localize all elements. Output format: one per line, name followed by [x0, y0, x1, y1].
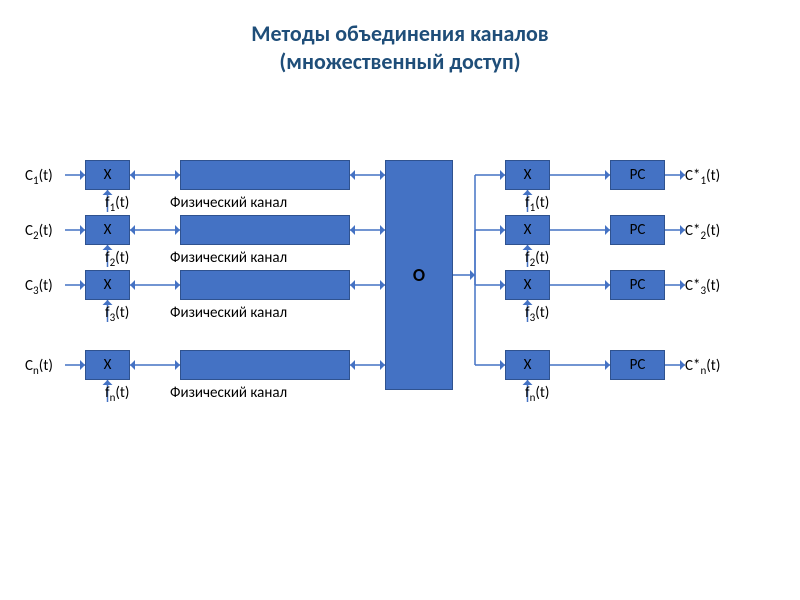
channel-label-0: Физический канал: [170, 194, 287, 212]
right-multiplier-box-1: X: [505, 215, 550, 245]
output-label-3: C*n(t): [685, 357, 720, 377]
output-label-0: C*1(t): [685, 167, 720, 187]
left-f-label-3: fn(t): [105, 384, 129, 404]
input-label-1: C2(t): [25, 222, 53, 242]
left-multiplier-box-0: X: [85, 160, 130, 190]
left-multiplier-box-3: X: [85, 350, 130, 380]
title-line2: (множественный доступ): [279, 48, 520, 75]
right-f-label-0: f1(t): [525, 194, 549, 214]
left-multiplier-box-1: X: [85, 215, 130, 245]
decision-box-0: РС: [610, 160, 665, 190]
decision-box-3: РС: [610, 350, 665, 380]
channel-box-3: [180, 350, 350, 380]
channel-label-2: Физический канал: [170, 304, 287, 322]
left-multiplier-box-2: X: [85, 270, 130, 300]
right-f-label-2: f3(t): [525, 304, 549, 324]
channel-label-3: Физический канал: [170, 384, 287, 402]
left-f-label-1: f2(t): [105, 249, 129, 269]
left-f-label-0: f1(t): [105, 194, 129, 214]
output-label-2: C*3(t): [685, 277, 720, 297]
channel-label-1: Физический канал: [170, 249, 287, 267]
input-label-3: Cn(t): [25, 357, 53, 377]
right-f-label-1: f2(t): [525, 249, 549, 269]
right-multiplier-box-3: X: [505, 350, 550, 380]
right-multiplier-box-0: X: [505, 160, 550, 190]
channel-box-1: [180, 215, 350, 245]
output-label-1: C*2(t): [685, 222, 720, 242]
title-line1: Методы объединения каналов: [251, 20, 548, 47]
channel-box-2: [180, 270, 350, 300]
input-label-2: C3(t): [25, 277, 53, 297]
channel-box-0: [180, 160, 350, 190]
right-f-label-3: fn(t): [525, 384, 549, 404]
decision-box-2: РС: [610, 270, 665, 300]
input-label-0: C1(t): [25, 167, 53, 187]
decision-box-1: РС: [610, 215, 665, 245]
left-f-label-2: f3(t): [105, 304, 129, 324]
right-multiplier-box-2: X: [505, 270, 550, 300]
diagram-title: Методы объединения каналов (множественны…: [0, 20, 800, 75]
center-combiner-box: O: [385, 160, 453, 390]
